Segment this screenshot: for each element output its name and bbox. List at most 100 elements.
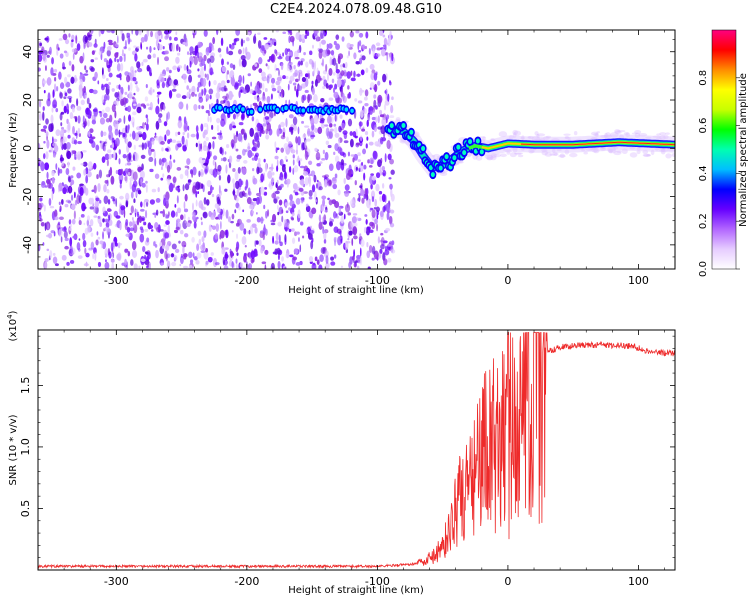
spectrum-noise-blob: [364, 45, 368, 50]
spectrum-noise-blob: [183, 63, 187, 71]
spectrum-noise-blob: [119, 55, 123, 62]
spectrum-noise-blob: [81, 202, 86, 212]
snr-x-tick-label: -300: [104, 575, 129, 588]
spectrum-noise-blob: [172, 65, 178, 71]
spectrum-faint-blob: [513, 152, 522, 155]
spectrum-noise-blob: [203, 162, 209, 166]
spectrum-noise-blob: [275, 196, 280, 200]
spectrum-noise-blob: [97, 182, 101, 193]
spectrum-noise-blob: [334, 173, 338, 179]
spectrum-noise-blob: [255, 212, 258, 215]
spectrum-noise-blob: [343, 79, 347, 84]
spectrum-noise-blob: [187, 125, 190, 131]
spectrum-noise-blob: [175, 31, 178, 36]
spectrum-noise-blob: [332, 183, 338, 190]
spectrum-noise-blob: [264, 87, 268, 92]
spectrum-noise-blob: [289, 194, 293, 201]
spectrum-noise-blob: [108, 125, 112, 136]
spectrum-noise-blob: [348, 50, 350, 57]
spectrum-noise-blob: [343, 177, 346, 184]
spectrum-noise-blob: [285, 75, 289, 80]
spectrum-noise-blob: [348, 230, 353, 236]
spectrum-noise-blob: [77, 140, 82, 145]
spectrum-noise-blob: [275, 67, 280, 71]
spectrum-noise-blob: [198, 143, 201, 152]
spectrum-noise-blob: [353, 260, 358, 264]
spectrum-noise-blob: [164, 213, 169, 219]
spectrum-noise-blob: [131, 96, 135, 100]
spectrum-noise-blob: [218, 184, 221, 194]
spectrum-noise-blob: [361, 197, 365, 204]
spectrum-noise-blob: [140, 103, 146, 107]
spectrum-noise-blob: [315, 151, 321, 161]
spectrum-noise-blob: [328, 163, 334, 171]
spectrum-noise-blob: [84, 187, 89, 196]
spectrum-noise-blob: [59, 82, 65, 89]
spectrum-noise-blob: [95, 144, 100, 151]
spectrum-noise-blob: [178, 46, 181, 53]
spectrum-noise-blob: [386, 114, 390, 120]
spectrum-noise-blob: [288, 228, 292, 233]
spectrum-noise-blob: [240, 128, 246, 135]
spectrum-noise-blob: [218, 134, 223, 141]
spectrum-noise-blob: [298, 187, 304, 192]
spectrum-noise-blob: [108, 219, 113, 226]
spectrum-noise-blob: [77, 115, 81, 124]
spectrum-noise-blob: [132, 98, 137, 103]
spectrum-noise-blob: [252, 177, 258, 185]
spectrum-noise-blob: [165, 244, 170, 252]
spectrum-noise-blob: [222, 208, 225, 217]
spectrum-noise-blob: [45, 65, 47, 71]
spectrum-noise-blob: [118, 243, 121, 249]
spectrum-noise-blob: [171, 139, 177, 144]
spectrum-noise-blob: [360, 239, 365, 247]
spectrum-noise-blob: [224, 188, 228, 192]
spectrum-noise-blob: [308, 189, 313, 197]
spectrum-noise-blob: [129, 180, 132, 190]
spectrum-noise-blob: [298, 60, 301, 66]
spectrum-noise-blob: [186, 103, 189, 111]
spectrum-noise-blob: [237, 133, 243, 142]
ridge-transition-core: [444, 154, 449, 160]
spectrum-noise-blob: [69, 237, 73, 247]
spectrum-noise-blob: [333, 123, 337, 127]
spectrum-noise-blob: [296, 142, 298, 152]
spectrum-noise-blob: [138, 215, 142, 223]
spectrum-noise-blob: [231, 213, 235, 220]
spectrum-noise-blob: [203, 250, 209, 260]
spectrum-noise-blob: [216, 196, 220, 205]
spectrum-noise-blob: [221, 66, 227, 73]
spectrum-noise-blob: [380, 48, 386, 57]
spectrum-noise-blob: [373, 94, 377, 99]
spectrum-noise-blob: [69, 112, 74, 120]
spectrum-noise-blob: [155, 249, 159, 259]
spectrum-noise-blob: [344, 61, 348, 69]
spectrum-noise-blob: [208, 80, 211, 87]
spectrum-noise-blob: [116, 63, 121, 72]
spectrum-noise-blob: [133, 263, 138, 269]
spectrum-noise-blob: [158, 158, 162, 166]
spectrum-noise-blob: [100, 30, 105, 35]
spectrum-noise-blob: [238, 191, 244, 198]
spectrum-noise-blob: [366, 199, 371, 209]
spectrum-noise-blob: [390, 193, 395, 202]
spectrum-noise-blob: [359, 247, 362, 257]
spectrum-noise-blob: [208, 42, 212, 48]
spectrum-noise-blob: [110, 196, 115, 199]
spectrum-noise-blob: [141, 131, 147, 141]
spectrum-noise-blob: [358, 57, 363, 65]
spectrum-noise-blob: [368, 229, 374, 233]
spectrum-noise-blob: [356, 217, 359, 220]
spectrum-noise-blob: [69, 186, 72, 194]
spectrum-noise-blob: [62, 187, 67, 195]
spectrum-noise-blob: [352, 226, 358, 236]
spectrum-noise-blob: [339, 114, 343, 119]
spectrum-noise-blob: [274, 141, 277, 149]
spectrum-noise-blob: [202, 211, 208, 219]
spectrum-noise-blob: [59, 112, 63, 121]
spectrum-noise-blob: [107, 199, 111, 205]
spectrum-noise-blob: [88, 131, 91, 138]
spectrum-noise-blob: [157, 120, 162, 124]
spectrum-noise-blob: [391, 240, 395, 246]
spectrum-noise-blob: [337, 53, 344, 60]
